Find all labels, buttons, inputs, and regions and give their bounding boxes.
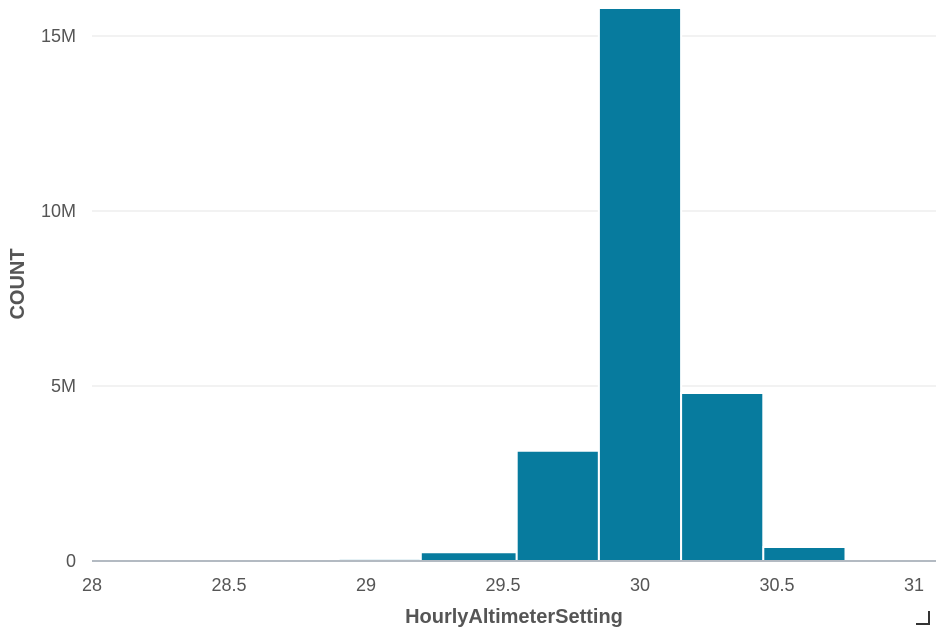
y-tick-label: 5M xyxy=(51,376,76,396)
grid-layer xyxy=(92,35,936,387)
bar-layer xyxy=(337,7,929,563)
resize-handle-icon[interactable] xyxy=(916,611,930,625)
x-tick-label: 30 xyxy=(630,575,650,595)
histogram-bar xyxy=(680,392,765,562)
histogram-bar xyxy=(762,546,847,562)
y-axis-title: COUNT xyxy=(7,248,29,319)
x-tick-label: 31 xyxy=(904,575,924,595)
histogram-bar xyxy=(515,449,600,562)
y-tick-label: 15M xyxy=(41,26,76,46)
y-tick-label: 0 xyxy=(66,551,76,571)
histogram-bar xyxy=(419,551,518,562)
x-tick-label: 30.5 xyxy=(759,575,794,595)
x-axis-title: HourlyAltimeterSetting xyxy=(405,606,623,628)
x-tick-label: 29.5 xyxy=(485,575,520,595)
histogram-bar xyxy=(597,7,683,562)
x-tick-label: 29 xyxy=(356,575,376,595)
y-tick-label: 10M xyxy=(41,201,76,221)
y-tick-layer: 0 5M 10M 15M xyxy=(41,26,76,571)
x-tick-layer: 28 28.5 29 29.5 30 30.5 31 xyxy=(82,575,924,595)
x-tick-label: 28.5 xyxy=(211,575,246,595)
x-tick-label: 28 xyxy=(82,575,102,595)
